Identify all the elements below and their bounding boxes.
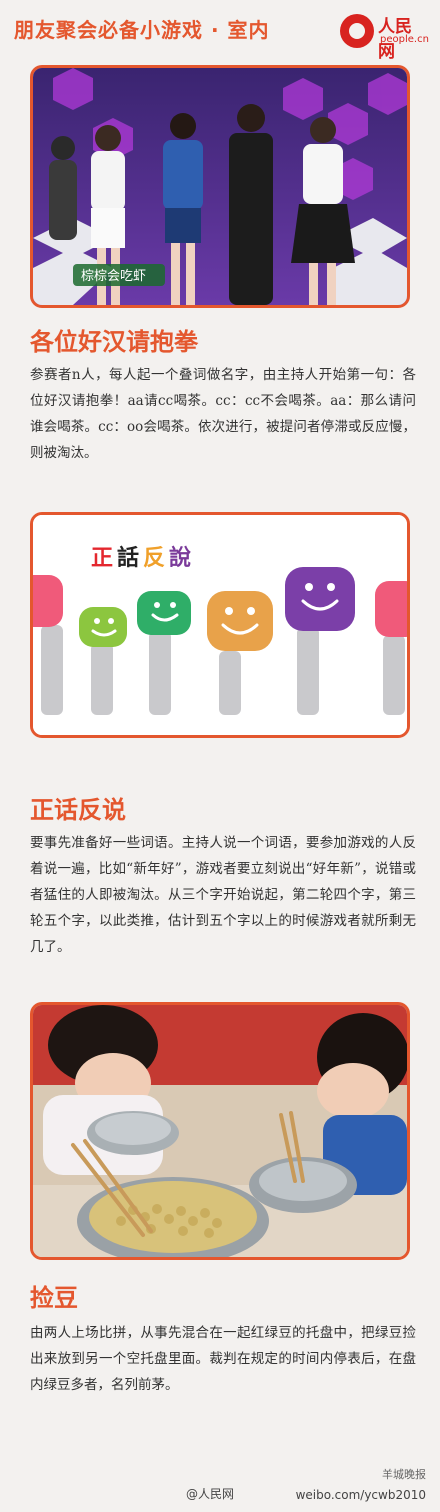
image-word-4: 說 (169, 545, 191, 571)
game-title-3: 捡豆 (30, 1284, 78, 1312)
people-daily-logo: 人民网 people.cn (340, 12, 429, 62)
page-footer: 羊城晚报 @人民网 weibo.com/ycwb2010 (0, 1468, 440, 1512)
tv-show-photo: 棕棕会吃虾 (30, 65, 410, 308)
game-body-2: 要事先准备好一些词语。主持人说一个词语，要参加游戏的人反着说一遍，比如“新年好”… (30, 835, 416, 955)
game-body-1: 参赛者n人，每人起一个叠词做名字，由主持人开始第一句：各位好汉请抱拳！aa请cc… (30, 367, 416, 461)
logo-text-cn: 人民网 (378, 17, 412, 62)
logo-text-en: people.cn (380, 34, 429, 45)
tv-show-illustration: 棕棕会吃虾 (33, 68, 407, 305)
logo-icon (340, 14, 374, 48)
image-word-3: 反 (143, 545, 165, 571)
game-body-3: 由两人上场比拼，从事先混合在一起红绿豆的托盘中，把绿豆捡出来放到另一个空托盘里面… (30, 1325, 416, 1393)
kids-chopsticks-illustration (33, 1005, 407, 1257)
zheng-hua-fan-shuo-image: 正 話 反 說 (30, 512, 410, 738)
page-title: 朋友聚会必备小游戏 · 室内 (14, 18, 270, 42)
game-title-2: 正话反说 (30, 796, 126, 824)
game-title-1: 各位好汉请抱拳 (30, 328, 198, 356)
page-header: 朋友聚会必备小游戏 · 室内 人民网 people.cn (0, 0, 440, 62)
image-word-2: 話 (117, 545, 139, 571)
bean-picking-photo (30, 1002, 410, 1260)
footer-weibo-link[interactable]: weibo.com/ycwb2010 (295, 1488, 426, 1502)
smiley-microphones-illustration: 正 話 反 說 (33, 515, 407, 735)
weibo-watermark: 羊城晚报 (382, 1468, 426, 1481)
footer-source: @人民网 (186, 1487, 235, 1501)
image-word-1: 正 (91, 545, 113, 571)
image-caption: 棕棕会吃虾 (81, 268, 146, 284)
